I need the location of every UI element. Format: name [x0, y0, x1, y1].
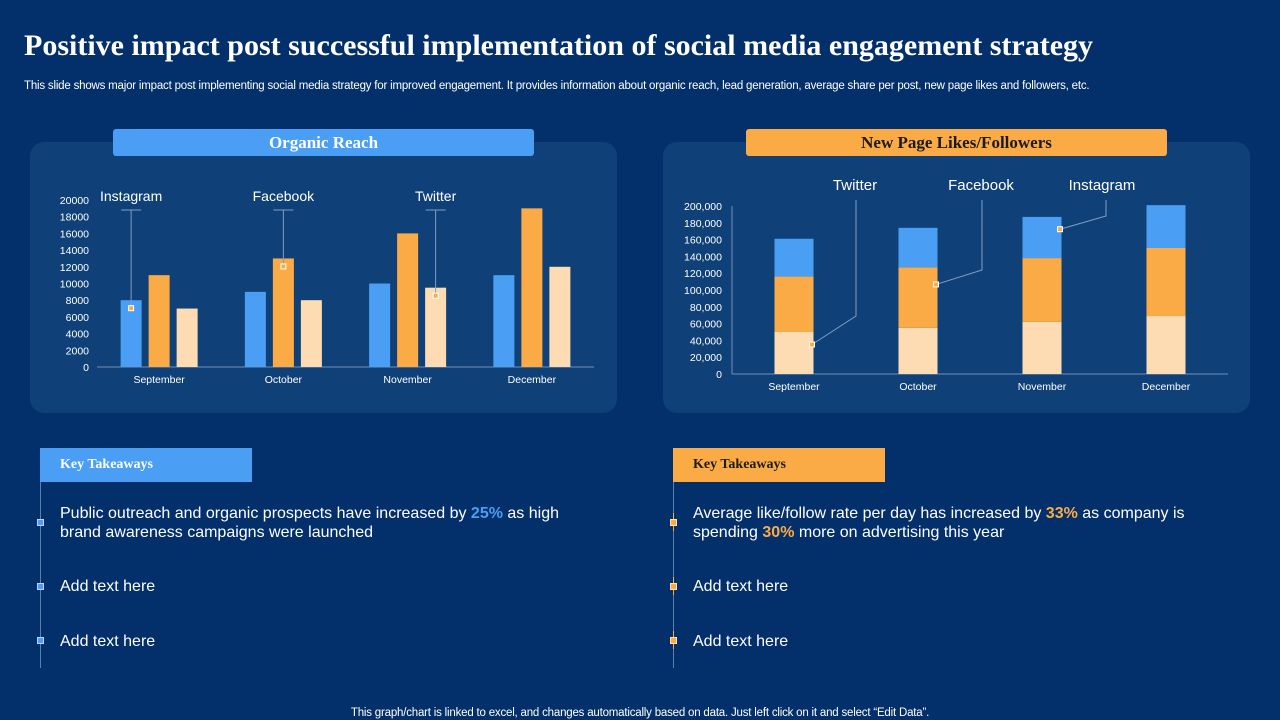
callout-marker [933, 281, 939, 288]
takeaway-left-item-1: Public outreach and organic prospects ha… [60, 505, 559, 541]
bullet-icon [37, 637, 44, 644]
callout-label: Instagram [100, 188, 162, 204]
bullet-icon [37, 583, 44, 590]
callout-marker [280, 263, 287, 270]
callout-marker [1057, 226, 1063, 233]
bar-facebook-november [1022, 258, 1062, 322]
bullet-icon [670, 583, 677, 590]
callout-leader [811, 200, 857, 345]
y-tick-label: 180,000 [684, 218, 722, 230]
bar-facebook-october [272, 258, 294, 367]
callout-leader [1059, 200, 1107, 230]
callout-marker [432, 292, 439, 299]
y-tick-label: 20000 [60, 195, 89, 207]
callout-label: Twitter [415, 188, 457, 204]
bar-twitter-december [549, 266, 571, 367]
callout-marker [128, 305, 135, 312]
bar-instagram-december [1146, 205, 1186, 248]
page-subtitle: This slide shows major impact post imple… [24, 80, 1090, 92]
key-takeaways-left-header: Key Takeaways [40, 448, 252, 482]
bar-facebook-december [1146, 248, 1186, 317]
callout-label: Instagram [1069, 177, 1136, 194]
y-tick-label: 12000 [60, 262, 89, 274]
bar-instagram-december [493, 275, 515, 367]
bar-facebook-september [774, 276, 814, 332]
takeaway-right-item-1: Average like/follow rate per day has inc… [693, 505, 1185, 541]
bar-instagram-september [120, 300, 142, 367]
bar-instagram-november [1022, 216, 1062, 259]
x-tick-label: December [508, 374, 557, 386]
bar-twitter-november [425, 287, 447, 367]
bar-instagram-september [774, 238, 814, 277]
y-tick-label: 6000 [66, 312, 90, 324]
bullet-icon [37, 519, 44, 526]
y-tick-label: 120,000 [684, 268, 722, 280]
bar-facebook-october [898, 267, 938, 328]
x-tick-label: October [899, 381, 937, 393]
y-tick-label: 0 [83, 362, 89, 374]
y-tick-label: 10000 [60, 279, 89, 291]
bar-instagram-november [369, 283, 391, 367]
bar-twitter-october [300, 300, 322, 367]
takeaway-left-item-3: Add text here [60, 633, 156, 650]
callout-label: Facebook [253, 188, 315, 204]
y-tick-label: 80,000 [690, 302, 722, 314]
x-tick-label: September [133, 374, 185, 386]
takeaway-right-item-3: Add text here [693, 633, 789, 650]
callout-marker [809, 341, 815, 348]
page-likes-label: New Page Likes/Followers [746, 129, 1167, 156]
y-tick-label: 0 [716, 369, 722, 381]
x-tick-label: October [265, 374, 303, 386]
bullet-icon [670, 519, 677, 526]
organic-reach-label: Organic Reach [113, 129, 534, 156]
y-tick-label: 18000 [60, 212, 89, 224]
key-takeaways-right-header: Key Takeaways [673, 448, 885, 482]
y-tick-label: 100,000 [684, 285, 722, 297]
callout-leader [935, 200, 983, 285]
footer-note: This graph/chart is linked to excel, and… [350, 707, 930, 719]
bar-twitter-october [898, 327, 938, 374]
bar-twitter-november [1022, 321, 1062, 374]
y-tick-label: 20,000 [690, 352, 722, 364]
y-tick-label: 8000 [66, 295, 90, 307]
y-tick-label: 200,000 [684, 201, 722, 213]
bar-twitter-september [176, 308, 198, 367]
bar-facebook-september [148, 275, 170, 367]
y-tick-label: 140,000 [684, 251, 722, 263]
page-title: Positive impact post successful implemen… [24, 29, 1094, 62]
takeaways-left-timeline [40, 482, 41, 668]
callout-label: Facebook [948, 177, 1014, 194]
y-tick-label: 14000 [60, 245, 89, 257]
x-tick-label: November [383, 374, 432, 386]
x-tick-label: September [768, 381, 820, 393]
y-tick-label: 2000 [66, 345, 90, 357]
x-tick-label: November [1018, 381, 1067, 393]
y-tick-label: 40,000 [690, 335, 722, 347]
x-tick-label: December [1142, 381, 1191, 393]
bar-twitter-september [774, 332, 814, 374]
bar-instagram-october [244, 291, 266, 367]
bullet-icon [670, 637, 677, 644]
bar-twitter-december [1146, 316, 1186, 374]
takeaway-right-item-2: Add text here [693, 578, 789, 595]
bar-facebook-december [521, 208, 543, 367]
y-tick-label: 160,000 [684, 235, 722, 247]
y-tick-label: 16000 [60, 228, 89, 240]
bar-instagram-october [898, 227, 938, 268]
bar-facebook-november [397, 233, 419, 367]
y-tick-label: 4000 [66, 329, 90, 341]
takeaways-right-timeline [673, 482, 674, 668]
organic-reach-panel [30, 142, 617, 413]
takeaway-left-item-2: Add text here [60, 578, 156, 595]
y-tick-label: 60,000 [690, 319, 722, 331]
callout-label: Twitter [833, 177, 877, 194]
